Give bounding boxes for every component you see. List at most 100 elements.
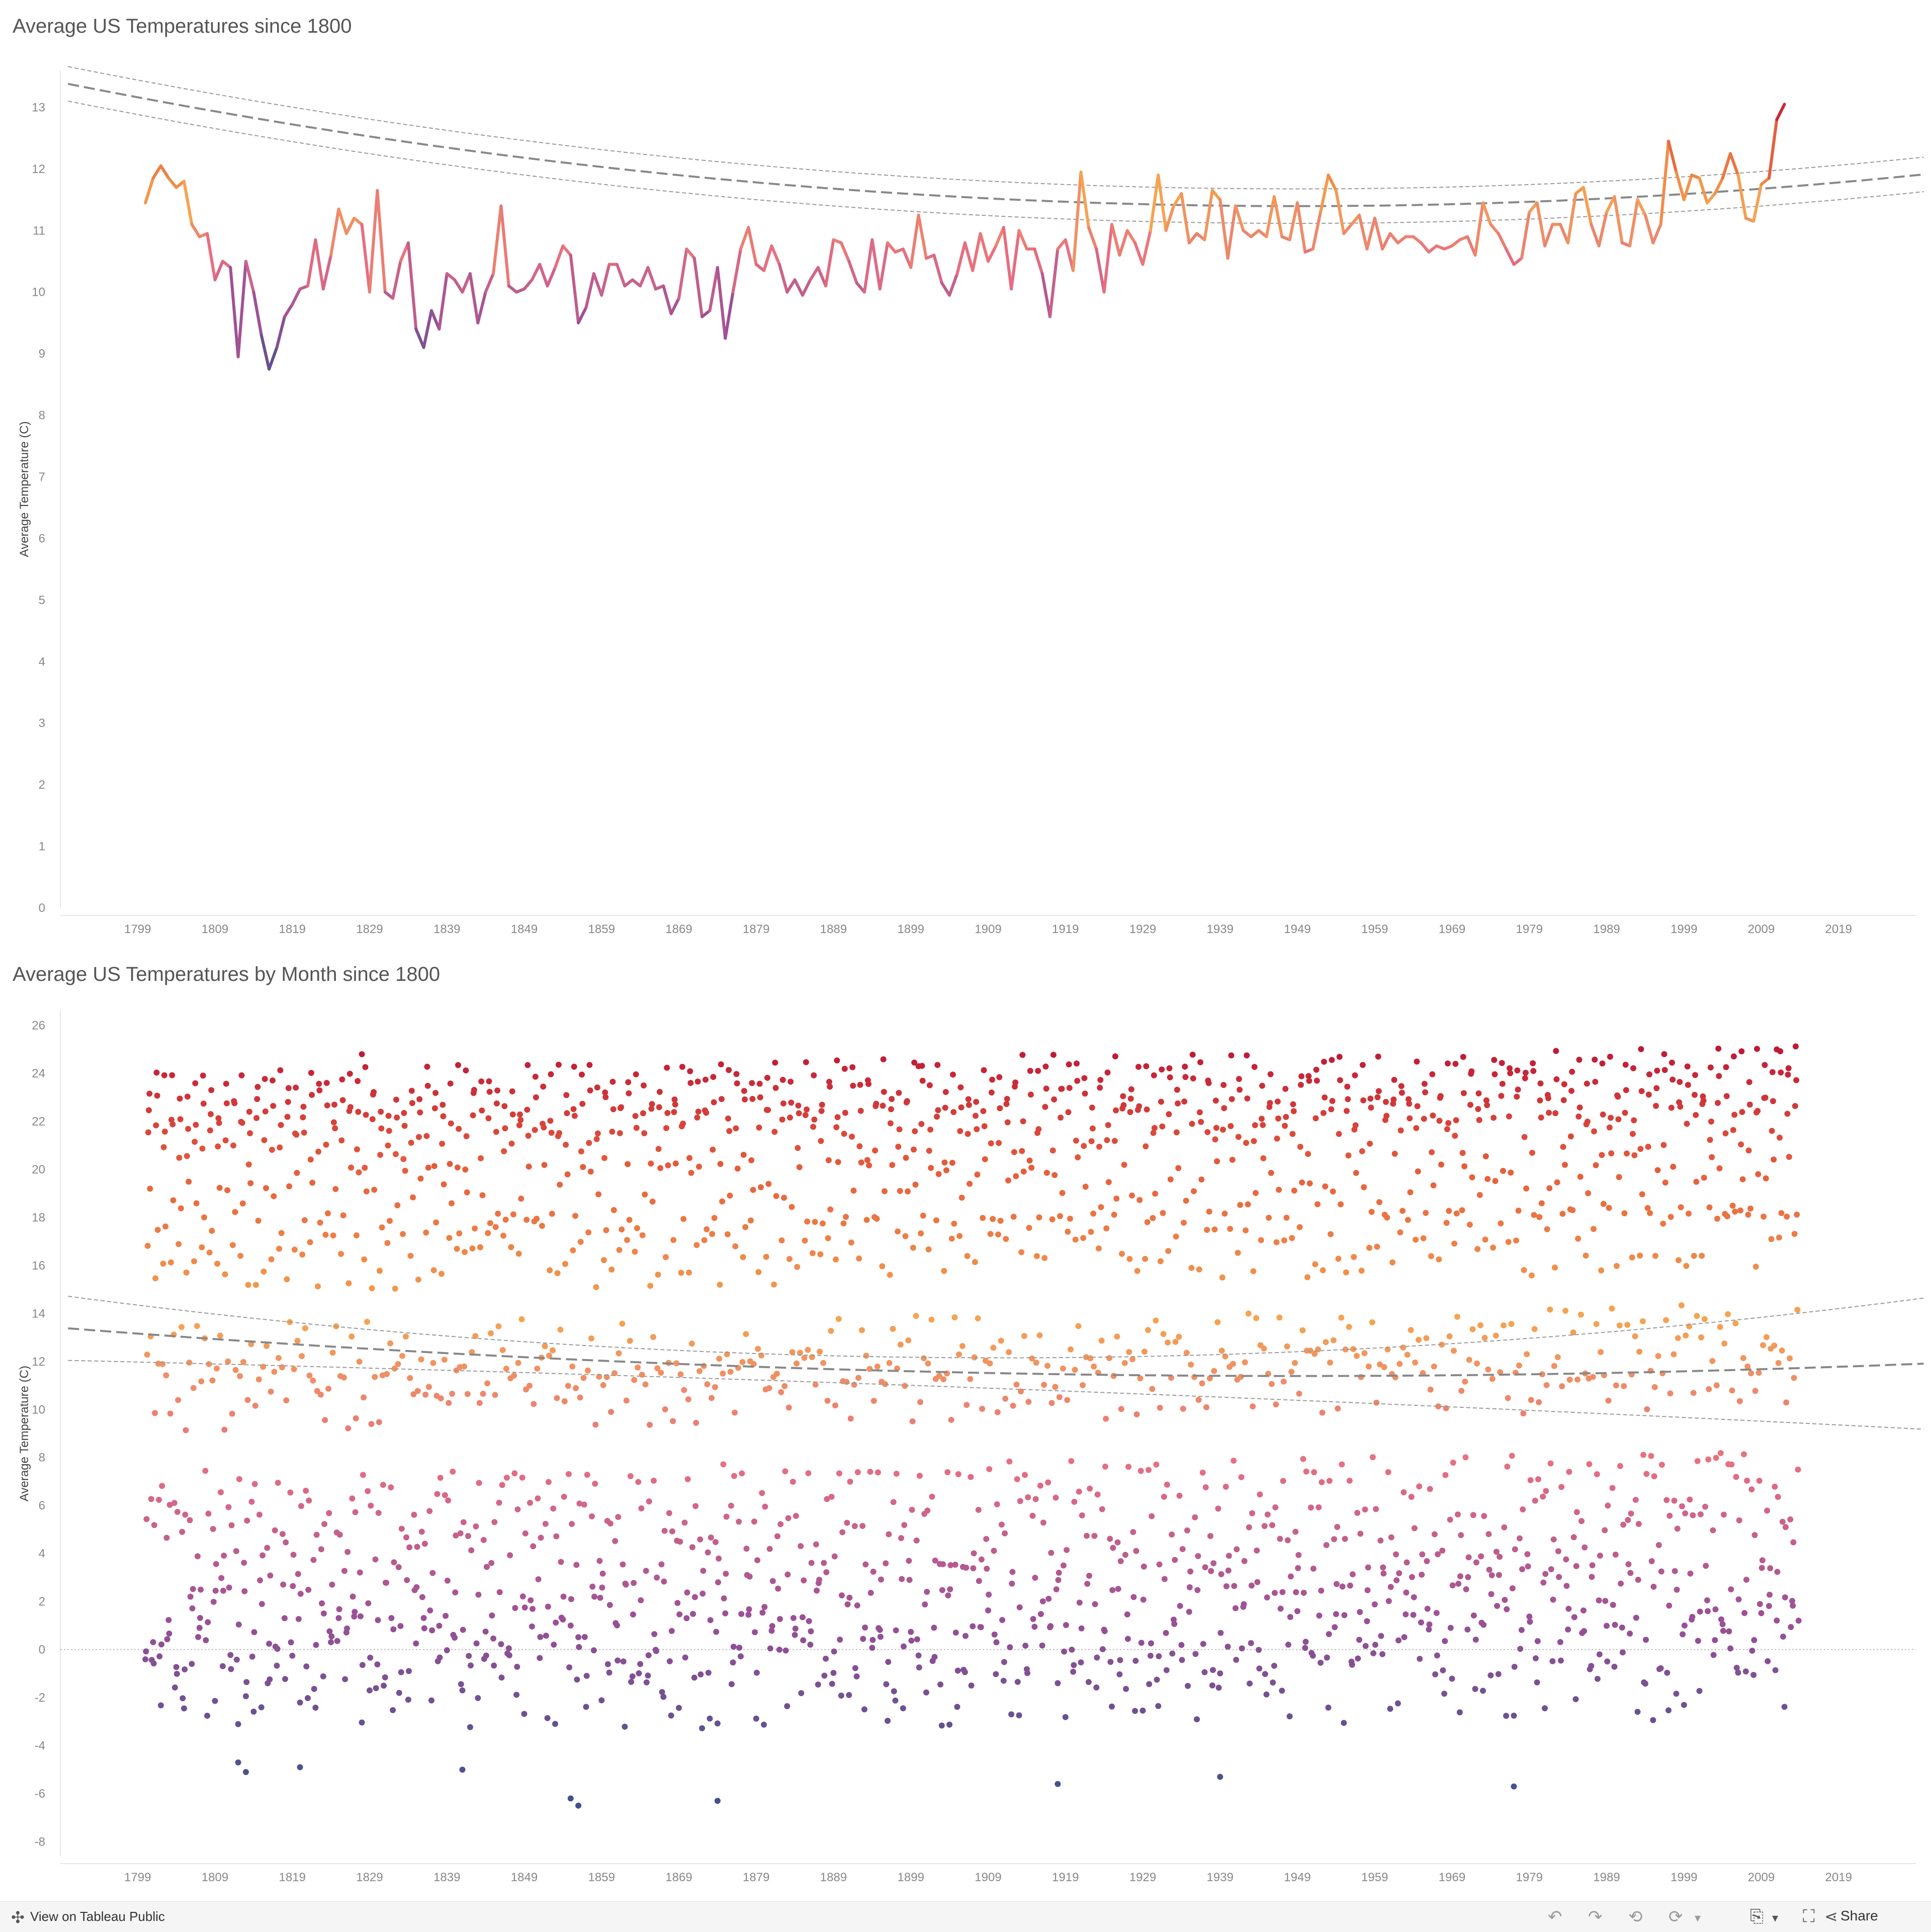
line-segment[interactable] (724, 290, 735, 340)
line-segment[interactable] (430, 309, 441, 331)
scatter-point[interactable] (1032, 1574, 1038, 1581)
scatter-point[interactable] (1176, 1492, 1183, 1499)
scatter-point[interactable] (642, 1191, 648, 1198)
scatter-point[interactable] (1438, 1161, 1444, 1168)
scatter-point[interactable] (1140, 1597, 1147, 1603)
scatter-point[interactable] (1499, 1060, 1505, 1066)
scatter-point[interactable] (790, 1615, 797, 1621)
scatter-point[interactable] (1611, 1663, 1618, 1670)
scatter-point[interactable] (1515, 1207, 1522, 1214)
scatter-point[interactable] (592, 1421, 599, 1428)
scatter-point[interactable] (1369, 1319, 1375, 1325)
scatter-point[interactable] (1463, 1586, 1469, 1592)
scatter-point[interactable] (983, 1536, 990, 1542)
scatter-point[interactable] (881, 1088, 887, 1095)
line-segment[interactable] (1203, 189, 1214, 241)
scatter-point[interactable] (1362, 1506, 1368, 1513)
scatter-point[interactable] (1218, 1571, 1224, 1577)
scatter-point[interactable] (1104, 1137, 1110, 1143)
scatter-point[interactable] (1557, 1639, 1563, 1645)
scatter-point[interactable] (1171, 1621, 1178, 1627)
scatter-point[interactable] (781, 1195, 787, 1201)
scatter-point[interactable] (1590, 1226, 1597, 1232)
scatter-point[interactable] (430, 1267, 437, 1274)
scatter-point[interactable] (1318, 1587, 1325, 1594)
scatter-point[interactable] (1643, 1471, 1650, 1477)
scatter-point[interactable] (963, 1402, 970, 1408)
scatter-point[interactable] (1484, 1102, 1490, 1109)
scatter-point[interactable] (1774, 1046, 1780, 1053)
scatter-point[interactable] (391, 1559, 397, 1565)
scatter-point[interactable] (1365, 1363, 1372, 1370)
scatter-point[interactable] (318, 1546, 324, 1553)
scatter-point[interactable] (1634, 1709, 1641, 1715)
scatter-point[interactable] (694, 1078, 701, 1085)
line-segment[interactable] (422, 309, 433, 349)
scatter-point[interactable] (738, 1653, 744, 1659)
scatter-point[interactable] (1513, 1237, 1520, 1244)
scatter-point[interactable] (419, 1594, 425, 1601)
scatter-point[interactable] (553, 1533, 560, 1540)
scatter-point[interactable] (1125, 1464, 1132, 1470)
scatter-point[interactable] (1181, 1219, 1187, 1226)
scatter-point[interactable] (669, 1528, 675, 1535)
scatter-point[interactable] (915, 1652, 922, 1659)
scatter-point[interactable] (374, 1661, 381, 1667)
scatter-point[interactable] (1630, 1065, 1636, 1071)
scatter-point[interactable] (1055, 1577, 1062, 1583)
scatter-point[interactable] (851, 1381, 857, 1388)
scatter-point[interactable] (1182, 1074, 1189, 1080)
scatter-point[interactable] (1277, 1606, 1284, 1612)
scatter-point[interactable] (442, 1492, 448, 1498)
scatter-point[interactable] (1033, 1360, 1039, 1366)
line-segment[interactable] (1381, 232, 1392, 250)
scatter-point[interactable] (335, 1615, 342, 1621)
line-segment[interactable] (878, 241, 890, 291)
scatter-point[interactable] (317, 1219, 323, 1226)
scatter-point[interactable] (406, 1544, 413, 1551)
scatter-point[interactable] (1745, 1147, 1752, 1154)
scatter-point[interactable] (345, 1280, 352, 1287)
scatter-point[interactable] (1665, 1707, 1672, 1714)
scatter-point[interactable] (627, 1473, 634, 1479)
scatter-point[interactable] (1304, 1274, 1310, 1281)
scatter-point[interactable] (351, 1613, 358, 1620)
scatter-point[interactable] (1323, 1339, 1329, 1346)
scatter-point[interactable] (1757, 1601, 1763, 1607)
scatter-point[interactable] (1078, 1625, 1085, 1632)
scatter-point[interactable] (1075, 1323, 1082, 1329)
scatter-point[interactable] (596, 1558, 603, 1564)
line-segment[interactable] (337, 207, 348, 235)
scatter-point[interactable] (1532, 1497, 1538, 1504)
scatter-point[interactable] (877, 1634, 884, 1640)
scatter-point[interactable] (1783, 1399, 1790, 1406)
scatter-point[interactable] (1173, 1129, 1180, 1136)
scatter-point[interactable] (1746, 1102, 1753, 1108)
scatter-point[interactable] (1136, 1103, 1143, 1110)
scatter-point[interactable] (940, 1376, 947, 1383)
scatter-point[interactable] (1592, 1056, 1598, 1063)
scatter-point[interactable] (1347, 1582, 1353, 1589)
scatter-point[interactable] (208, 1087, 215, 1094)
scatter-point[interactable] (1332, 1624, 1338, 1630)
scatter-point[interactable] (1475, 1106, 1481, 1112)
scatter-point[interactable] (728, 1681, 735, 1688)
scatter-point[interactable] (251, 1481, 258, 1487)
scatter-point[interactable] (1555, 1548, 1561, 1554)
scatter-point[interactable] (823, 1655, 829, 1662)
scatter-point[interactable] (600, 1257, 607, 1264)
scatter-point[interactable] (1795, 1466, 1801, 1473)
scatter-point[interactable] (1352, 1122, 1359, 1129)
scatter-point[interactable] (1732, 1208, 1738, 1215)
scatter-point[interactable] (864, 1157, 870, 1163)
scatter-point[interactable] (1727, 1645, 1733, 1652)
scatter-point[interactable] (1485, 1366, 1491, 1373)
scatter-point[interactable] (384, 1240, 391, 1246)
line-segment[interactable] (1265, 195, 1276, 238)
scatter-point[interactable] (814, 1587, 820, 1594)
scatter-point[interactable] (663, 1125, 669, 1131)
scatter-point[interactable] (1547, 1306, 1553, 1313)
scatter-point[interactable] (275, 1480, 281, 1486)
scatter-point[interactable] (385, 1113, 392, 1119)
scatter-point[interactable] (464, 1189, 470, 1196)
